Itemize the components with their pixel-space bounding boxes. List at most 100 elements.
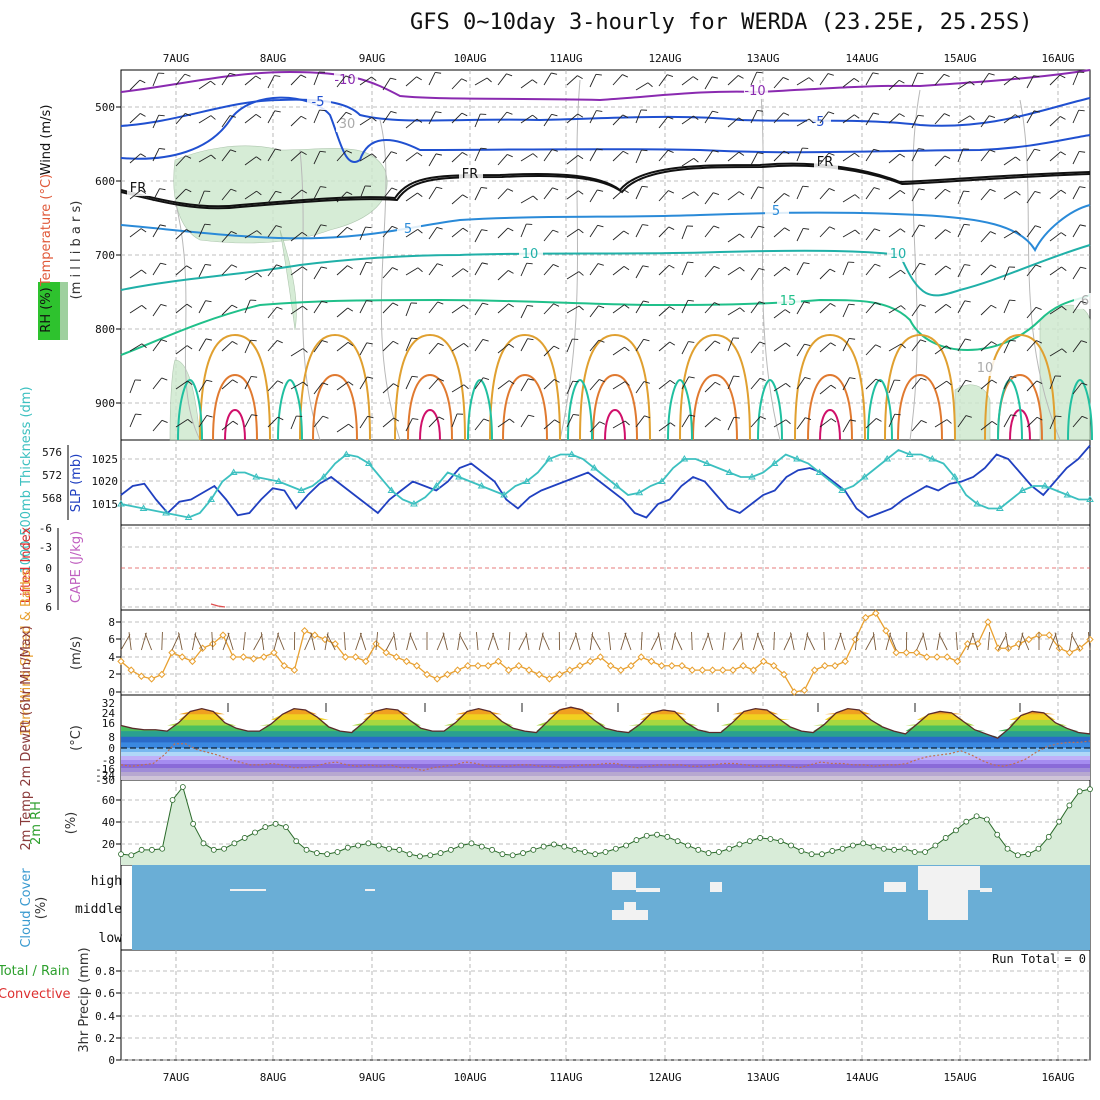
wind-speed-marker — [719, 666, 727, 674]
bottom-date-label: 10AUG — [453, 1071, 486, 1084]
thickness-marker — [1063, 491, 1072, 498]
wind-barb — [359, 376, 368, 390]
wind-barb — [566, 381, 574, 395]
wind-barb — [175, 113, 186, 125]
wind-barb-flag — [1080, 266, 1087, 270]
wind-barb-flag — [186, 265, 192, 270]
wind-speed-marker — [494, 657, 503, 666]
wind-barb-flag — [711, 76, 718, 79]
wind-barb — [819, 226, 830, 238]
wind-barb-flag — [322, 415, 329, 419]
rh-marker — [1066, 802, 1073, 809]
wind-speed-marker — [923, 653, 931, 661]
wind-speed-marker — [739, 662, 747, 670]
wind-barb-flag — [693, 158, 699, 163]
wind-barb — [727, 191, 740, 201]
bottom-date-label: 8AUG — [260, 1071, 287, 1084]
wind-barb-flag — [919, 224, 926, 227]
y-tick-label: 500 — [95, 101, 115, 114]
wind-barb — [997, 633, 1008, 651]
wind-barb — [971, 632, 979, 651]
wind-barb-flag — [713, 265, 720, 269]
wind-barb-flag — [622, 150, 629, 155]
wind-barb-flag — [436, 186, 443, 190]
wind-barb-flag — [669, 380, 676, 385]
wind-barb-flag — [597, 263, 604, 266]
wind-barb — [129, 228, 142, 238]
wind-barb-flag — [874, 263, 881, 267]
wind-barb — [451, 194, 463, 205]
wind-barb-flag — [830, 342, 836, 347]
wind-barb-flag — [462, 227, 469, 232]
wind-barb-flag — [756, 71, 763, 74]
wind-barb-flag — [462, 194, 468, 199]
wind-barb — [635, 186, 643, 200]
wind-barb — [865, 634, 875, 651]
y-tick-label: 800 — [95, 323, 115, 336]
y-tick-label: 40 — [102, 816, 115, 829]
wind-barb — [520, 338, 528, 352]
wind-barb — [198, 338, 207, 352]
thickness-marker — [680, 455, 689, 462]
wind-barb — [304, 633, 313, 651]
ylabel-2m-rh: 2m RH — [29, 801, 44, 845]
wind-barb — [244, 230, 258, 239]
wind-barb-flag — [160, 303, 167, 307]
wind-barb-flag — [302, 305, 308, 311]
wind-barb-flag — [532, 195, 538, 201]
wind-barb — [129, 413, 136, 428]
wind-barb — [1049, 74, 1061, 86]
wind-barb-flag — [1034, 190, 1041, 194]
wind-barb-flag — [161, 339, 168, 342]
wind-barb — [1072, 224, 1081, 238]
wind-barb — [152, 188, 160, 202]
y-tick-label: -8 — [102, 754, 115, 767]
wind-barb-flag — [393, 417, 400, 422]
rh-marker — [1014, 852, 1021, 859]
hot-contour — [604, 408, 626, 441]
wind-barb-flag — [462, 152, 468, 156]
bottom-date-label: 11AUG — [549, 1071, 582, 1084]
slp-tick-label: 1015 — [92, 498, 119, 511]
wind-barb — [842, 377, 850, 391]
wind-barb — [819, 342, 831, 353]
wind-barb — [796, 228, 804, 242]
rh-marker — [633, 837, 640, 843]
wind-barb-flag — [1060, 151, 1066, 156]
contour-label-bg — [307, 94, 331, 110]
ylabel-cloud-cover: Cloud Cover — [19, 868, 34, 948]
wind-barb-flag — [232, 420, 239, 425]
wind-barb — [543, 345, 555, 357]
wind-barb — [911, 263, 921, 276]
thickness-marker — [319, 473, 328, 480]
wind-speed-marker — [882, 627, 890, 635]
panel-frame-slp — [120, 439, 1091, 526]
rh-marker — [870, 843, 877, 850]
rh-marker — [149, 846, 155, 853]
wind-barb-flag — [435, 111, 442, 114]
wind-speed-marker — [861, 613, 870, 622]
li-tick-label: -3 — [39, 541, 52, 554]
rh-contour — [174, 199, 201, 441]
wind-barb — [385, 633, 396, 651]
wind-barb — [129, 153, 141, 164]
wind-barb-flag — [758, 225, 765, 229]
wind-barb — [865, 228, 875, 241]
wind-barb — [428, 263, 438, 276]
cloud-patch — [636, 888, 660, 892]
wind-barb — [589, 339, 600, 352]
wind-barb-flag — [573, 413, 580, 416]
wind-barb-flag — [1010, 376, 1017, 378]
wind-barb — [635, 82, 649, 91]
wind-barb — [1049, 305, 1062, 315]
top-date-label: 8AUG — [260, 52, 287, 65]
wind-barb — [382, 111, 392, 124]
wind-barb — [796, 77, 810, 86]
wind-barb — [842, 338, 850, 352]
wind-barb-flag — [917, 114, 924, 117]
wind-barb — [175, 229, 187, 240]
wind-speed-marker — [841, 657, 849, 666]
wind-barb-flag — [321, 300, 328, 304]
wind-barb-flag — [141, 305, 147, 310]
